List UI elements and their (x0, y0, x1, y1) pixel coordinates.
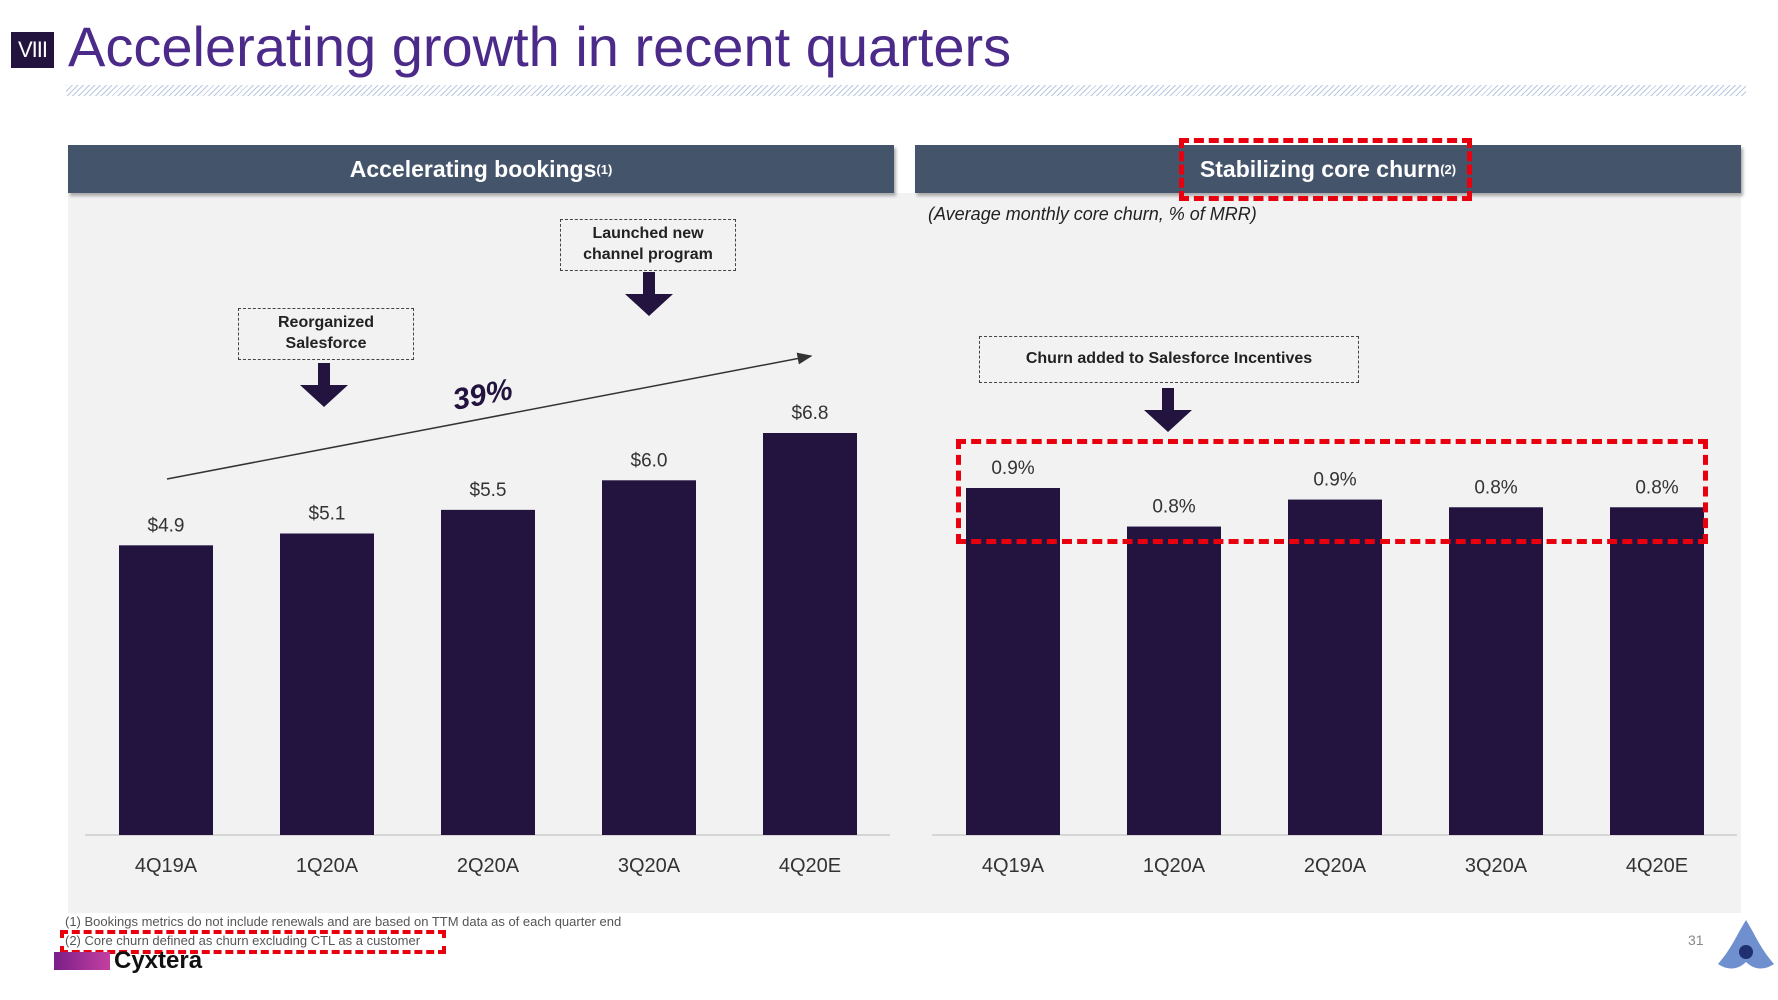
bookings-header: Accelerating bookings (1) (68, 145, 894, 193)
data-label: 0.9% (991, 458, 1034, 479)
bar-1Q20A (1127, 526, 1221, 835)
annotation-reorganized-salesforce: Reorganized Salesforce (238, 308, 414, 360)
x-tick-label: 4Q19A (982, 855, 1045, 877)
data-label: 0.8% (1635, 477, 1678, 498)
footnote-2: (2) Core churn defined as churn excludin… (65, 933, 421, 948)
x-tick-label: 4Q20E (779, 855, 841, 877)
title-divider (66, 85, 1746, 96)
data-label: 0.8% (1152, 497, 1195, 518)
annotation-churn-incentives: Churn added to Salesforce Incentives (979, 336, 1359, 383)
bar-2Q20A (1288, 499, 1382, 835)
data-label: $4.9 (148, 515, 185, 536)
data-label: $6.0 (631, 450, 668, 471)
churn-subtitle: (Average monthly core churn, % of MRR) (928, 204, 1257, 224)
x-tick-label: 3Q20A (618, 855, 681, 877)
x-tick-label: 2Q20A (1304, 855, 1367, 877)
bookings-title-note: (1) (596, 161, 613, 177)
churn-title: Stabilizing core churn (1199, 155, 1441, 182)
cyxtera-logo: Cyxtera (114, 947, 203, 974)
data-label: $5.1 (309, 504, 346, 525)
bar-1Q20A (280, 533, 374, 835)
bookings-title: Accelerating bookings (349, 155, 597, 182)
annotation-channel-program: Launched new channel program (560, 219, 736, 271)
highlight-footnote-2 (60, 930, 446, 954)
highlight-churn-title (1179, 138, 1472, 201)
data-label: $5.5 (470, 480, 507, 501)
down-arrow-icon (1144, 388, 1192, 432)
cyxtera-logo-mark (54, 952, 110, 970)
x-tick-label: 3Q20A (1465, 855, 1528, 877)
x-tick-label: 2Q20A (457, 855, 520, 877)
footnote-1: (1) Bookings metrics do not include rene… (65, 914, 622, 929)
data-label: 0.9% (1313, 470, 1356, 491)
bar-4Q19A (966, 488, 1060, 835)
churn-title-note: (2) (1440, 161, 1457, 177)
x-tick-label: 4Q19A (135, 855, 198, 877)
partner-logo-icon (1718, 920, 1774, 969)
bar-4Q20E (763, 433, 857, 835)
bar-2Q20A (441, 509, 535, 835)
highlight-churn-values (956, 439, 1708, 544)
x-tick-label: 4Q20E (1626, 855, 1688, 877)
x-tick-label: 1Q20A (1143, 855, 1206, 877)
churn-header: Stabilizing core churn (2) (915, 145, 1741, 193)
section-badge: VIII (11, 32, 54, 68)
bar-4Q20E (1610, 507, 1704, 835)
data-label: $6.8 (792, 403, 829, 424)
page-number: 31 (1688, 932, 1704, 948)
bar-4Q19A (119, 545, 213, 835)
growth-trend-arrow (166, 352, 813, 480)
bar-3Q20A (602, 480, 696, 835)
down-arrow-icon (300, 363, 348, 407)
data-label: 0.8% (1474, 477, 1517, 498)
bar-3Q20A (1449, 507, 1543, 835)
x-tick-label: 1Q20A (296, 855, 359, 877)
growth-label: 39% (450, 373, 515, 417)
slide-title: Accelerating growth in recent quarters (68, 15, 1012, 78)
down-arrow-icon (625, 272, 673, 316)
